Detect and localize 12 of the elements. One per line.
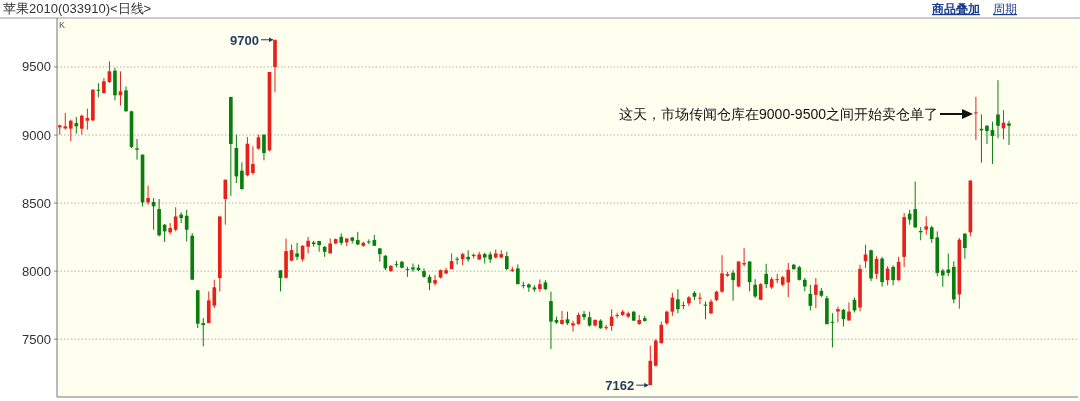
y-tick-label: 8000 xyxy=(22,263,51,279)
y-tick-label: 9000 xyxy=(22,127,51,143)
annotation: 这天，市场传闻仓库在9000-9500之间开始卖仓单了 xyxy=(619,106,938,122)
text: 商品叠加 xyxy=(931,2,980,16)
annotation: 7162 xyxy=(605,378,635,394)
y-tick-label: 9500 xyxy=(22,59,51,75)
chart-title: 苹果2010(033910)<日线> xyxy=(3,1,152,16)
y-tick-label: 7500 xyxy=(22,331,51,347)
annotation: 9700 xyxy=(230,32,259,48)
y-tick-label: 8500 xyxy=(22,195,51,211)
y-axis-title: K xyxy=(59,20,66,30)
text: 周期 xyxy=(993,2,1017,16)
